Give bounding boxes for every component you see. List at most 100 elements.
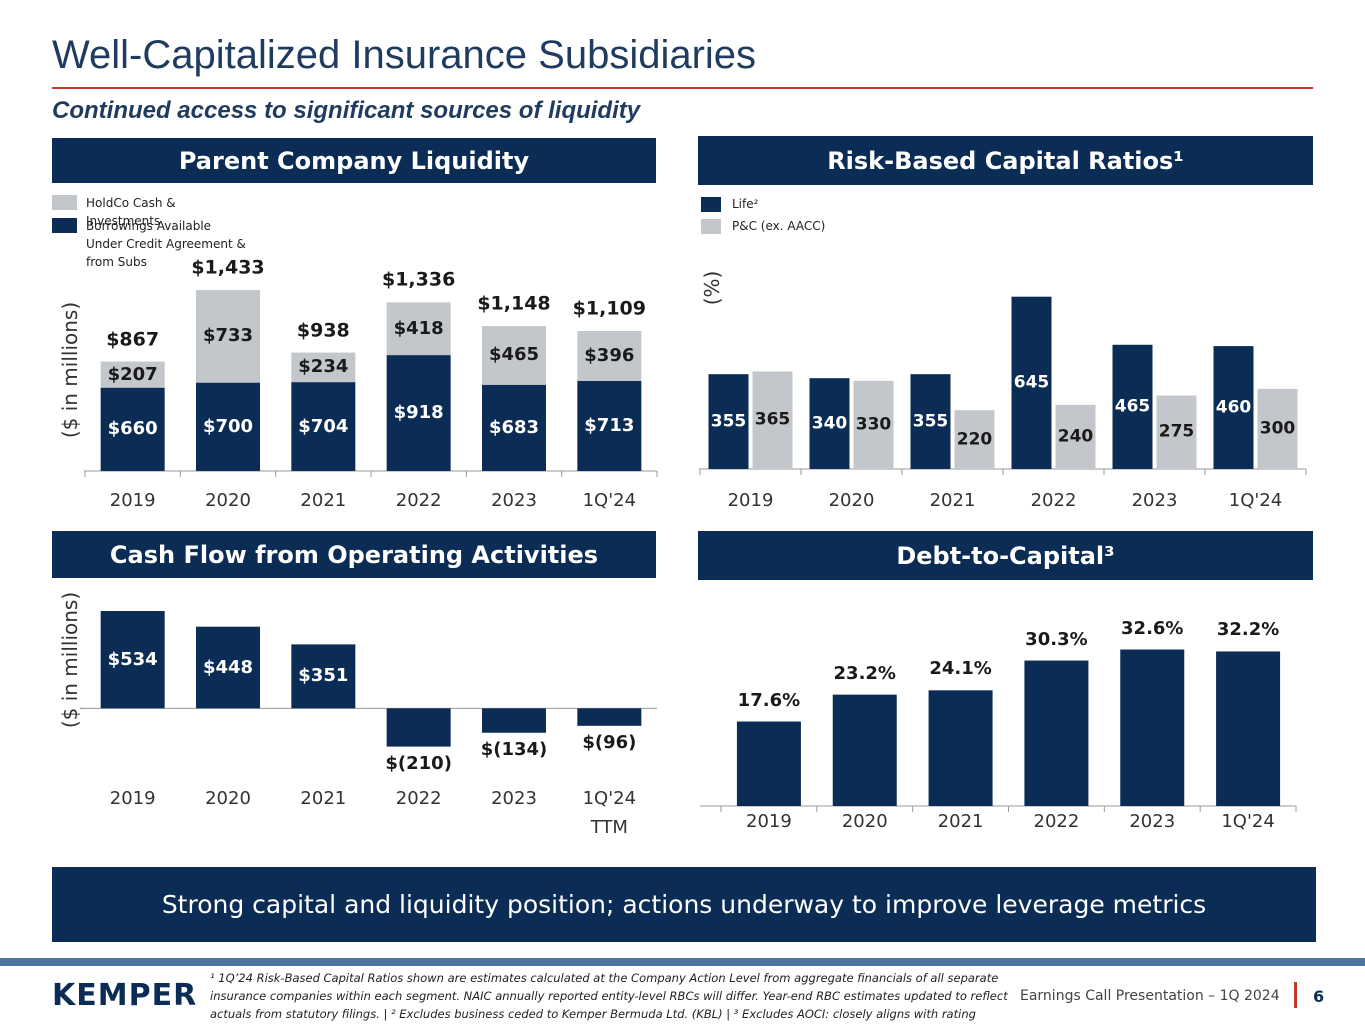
value-label: 460 bbox=[1215, 397, 1252, 418]
bar-segment bbox=[291, 382, 356, 471]
value-label: 32.6% bbox=[1121, 617, 1184, 639]
value-label: $418 bbox=[393, 317, 444, 339]
bar bbox=[386, 708, 451, 747]
x-tick-label: 2023 bbox=[491, 788, 537, 809]
bar bbox=[928, 690, 993, 806]
x-tick-label: 2022 bbox=[1030, 490, 1077, 511]
logo: KEMPER bbox=[52, 978, 198, 1013]
x-tick-label: 2020 bbox=[205, 788, 251, 809]
y-axis-label: ($ in millions) bbox=[58, 591, 82, 729]
value-label: $660 bbox=[107, 418, 158, 440]
x-tick-label: 2021 bbox=[300, 490, 347, 511]
value-label: $(96) bbox=[582, 731, 637, 753]
x-tick-label: 2020 bbox=[205, 490, 251, 511]
value-label: 240 bbox=[1057, 426, 1094, 447]
value-label: 365 bbox=[754, 409, 791, 430]
value-label: 24.1% bbox=[929, 658, 992, 680]
value-label: $234 bbox=[298, 356, 349, 378]
value-label: $683 bbox=[488, 416, 540, 438]
x-tick-label: 2021 bbox=[937, 811, 984, 832]
bar-segment bbox=[196, 290, 260, 383]
value-label: 300 bbox=[1259, 418, 1296, 439]
x-tick-label: 1Q'24 bbox=[582, 490, 637, 511]
panel-title: Parent Company Liquidity bbox=[52, 138, 656, 183]
value-label: 220 bbox=[956, 429, 993, 450]
bar bbox=[736, 721, 801, 806]
bar bbox=[832, 694, 897, 806]
bar bbox=[1024, 660, 1089, 806]
bar bbox=[910, 374, 951, 469]
bar bbox=[196, 626, 260, 709]
bar bbox=[752, 371, 793, 469]
bar-segment bbox=[482, 384, 546, 471]
value-label: $534 bbox=[107, 648, 158, 670]
bar-segment bbox=[577, 330, 642, 381]
value-label: 340 bbox=[811, 413, 848, 434]
value-label: $207 bbox=[107, 363, 158, 385]
total-label: $1,336 bbox=[381, 268, 456, 291]
bar-segment bbox=[291, 352, 356, 383]
x-tick-label: 2019 bbox=[746, 811, 792, 832]
legend-label: Borrowings Available Under Credit Agreem… bbox=[86, 219, 246, 269]
bar bbox=[708, 374, 749, 469]
panel-title: Cash Flow from Operating Activities bbox=[52, 531, 656, 578]
total-label: $1,109 bbox=[572, 297, 646, 320]
x-tick-label: 2023 bbox=[1131, 490, 1178, 511]
footnotes: ¹ 1Q’24 Risk-Based Capital Ratios shown … bbox=[210, 971, 1008, 1021]
bar bbox=[482, 708, 546, 733]
value-label: $396 bbox=[584, 344, 635, 366]
bar bbox=[291, 644, 356, 709]
x-tick-label: 2019 bbox=[109, 788, 156, 809]
legend-label: Life² bbox=[732, 197, 759, 211]
value-label: 330 bbox=[855, 414, 892, 435]
bar bbox=[1120, 649, 1185, 806]
legend-swatch bbox=[52, 195, 77, 210]
bar bbox=[1011, 296, 1052, 469]
value-label: $918 bbox=[393, 402, 444, 424]
bar bbox=[1156, 395, 1197, 469]
legend-label: P&C (ex. AACC) bbox=[732, 219, 826, 233]
bar-segment bbox=[386, 355, 451, 471]
value-label: 32.2% bbox=[1216, 619, 1280, 641]
value-label: $351 bbox=[298, 665, 349, 687]
bar-segment bbox=[100, 361, 165, 388]
value-label: 355 bbox=[912, 411, 949, 432]
bar-segment bbox=[100, 387, 165, 471]
x-tick-label: 1Q'24 bbox=[1221, 811, 1275, 832]
x-tick-label: 1Q'24 bbox=[1228, 490, 1283, 511]
bar bbox=[1112, 344, 1153, 469]
page-title: Well-Capitalized Insurance Subsidiaries bbox=[52, 33, 757, 77]
bar bbox=[577, 708, 642, 726]
value-label: $(134) bbox=[480, 738, 548, 760]
x-tick-label: 2021 bbox=[929, 490, 976, 511]
bar bbox=[809, 378, 850, 469]
legend-swatch bbox=[701, 197, 721, 212]
y-axis-label: (%) bbox=[700, 270, 724, 306]
value-label: 23.2% bbox=[833, 662, 896, 684]
bar-segment bbox=[577, 380, 642, 471]
total-label: $1,433 bbox=[191, 256, 265, 279]
value-label: $704 bbox=[298, 415, 349, 437]
y-axis-label: ($ in millions) bbox=[58, 301, 82, 439]
x-tick-label: 2022 bbox=[395, 490, 442, 511]
bar bbox=[1216, 651, 1281, 806]
legend-swatch bbox=[52, 218, 77, 233]
bar-segment bbox=[196, 382, 260, 471]
value-label: $733 bbox=[202, 325, 254, 347]
value-label: $700 bbox=[202, 415, 254, 437]
x-tick-label: 2022 bbox=[395, 788, 442, 809]
bar bbox=[1213, 346, 1254, 469]
x-tick-label: 2022 bbox=[1033, 811, 1080, 832]
total-label: $1,148 bbox=[477, 292, 551, 315]
page-number: 6 bbox=[1313, 987, 1325, 1006]
bar bbox=[853, 380, 894, 469]
page-subtitle: Continued access to significant sources … bbox=[52, 97, 641, 124]
summary-banner: Strong capital and liquidity position; a… bbox=[52, 867, 1316, 942]
footer-divider bbox=[1294, 982, 1297, 1008]
bar bbox=[1055, 404, 1096, 469]
x-tick-label: 2020 bbox=[828, 490, 875, 511]
value-label: $448 bbox=[202, 656, 254, 678]
x-tick-label: 2020 bbox=[841, 811, 888, 832]
x-tick-label: 2019 bbox=[727, 490, 774, 511]
x-tick-label: 2021 bbox=[300, 788, 347, 809]
